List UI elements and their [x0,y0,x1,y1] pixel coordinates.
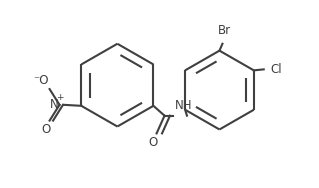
Text: Br: Br [218,24,231,37]
Text: +: + [56,93,64,102]
Text: NH: NH [175,99,193,112]
Text: Cl: Cl [271,63,282,76]
Text: O: O [148,136,157,149]
Text: O: O [41,123,50,136]
Text: ⁻O: ⁻O [33,74,48,87]
Text: N: N [50,98,58,111]
